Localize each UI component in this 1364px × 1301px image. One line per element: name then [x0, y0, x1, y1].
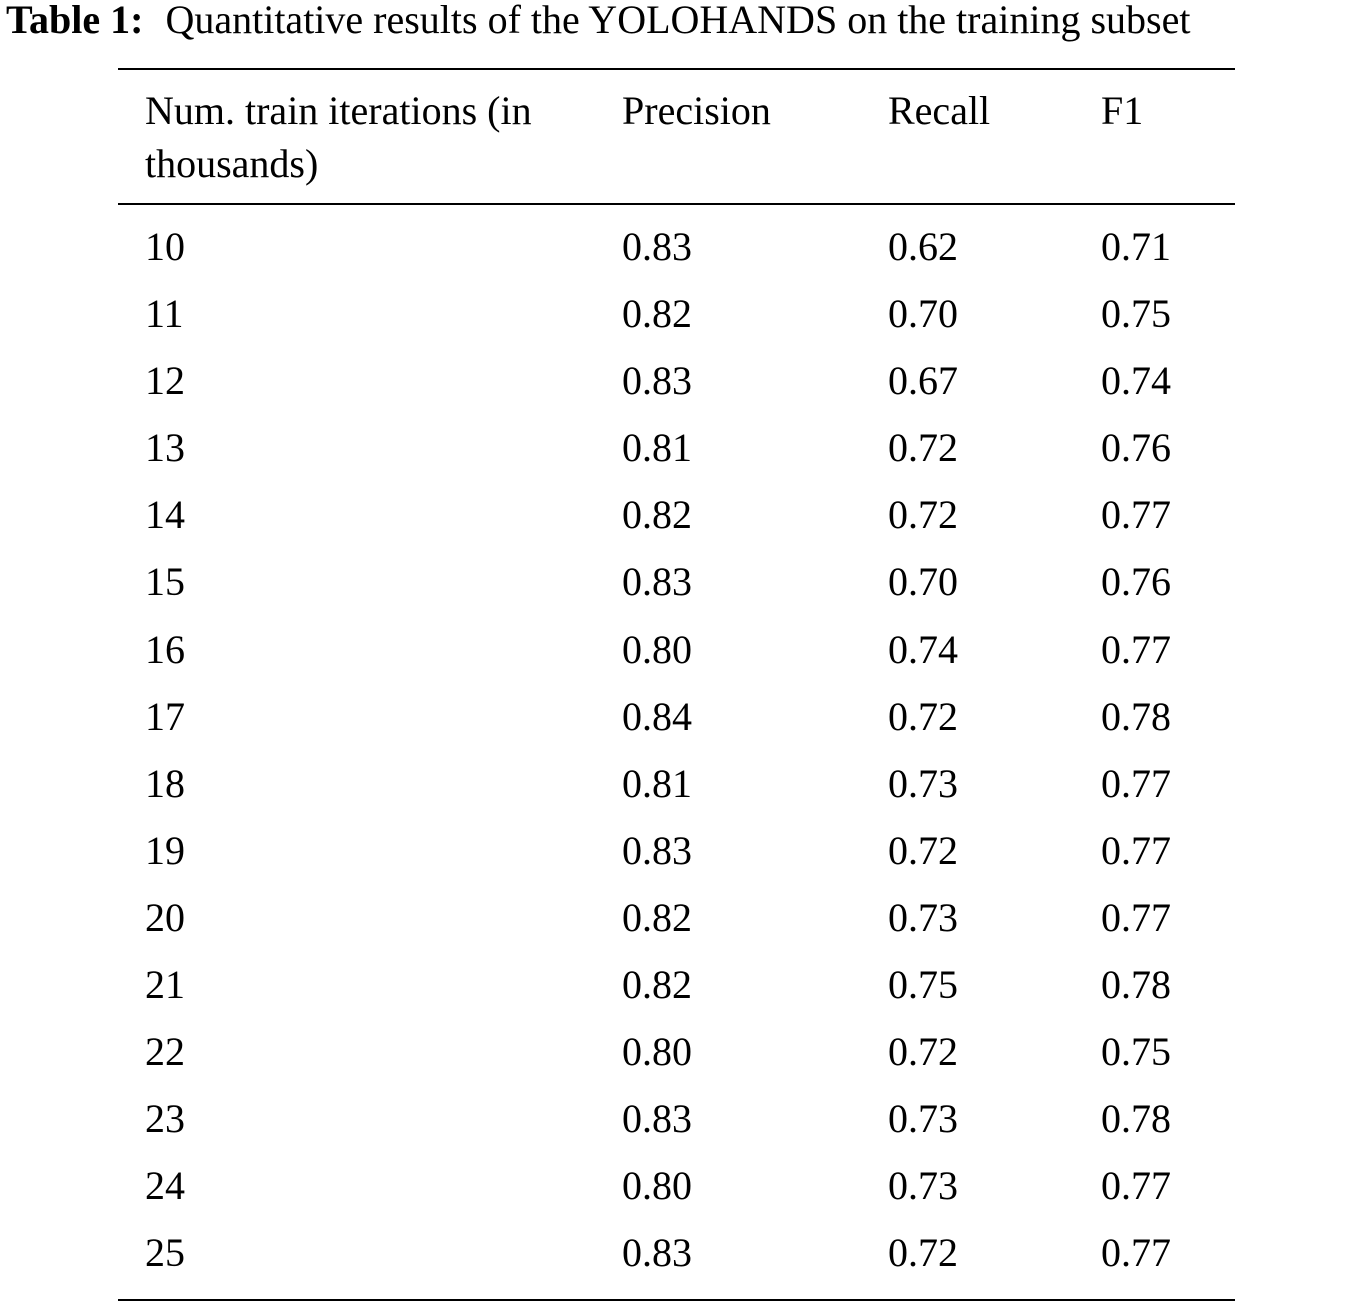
- table-row: 21 0.82 0.75 0.78: [118, 951, 1235, 1018]
- table-row: 17 0.84 0.72 0.78: [118, 683, 1235, 750]
- cell-f1: 0.77: [1101, 894, 1171, 940]
- table-body: 10 0.83 0.62 0.71 11 0.82 0.70 0.75 12 0.83 0.67 0.…: [118, 205, 1235, 1299]
- cell-iterations: 12: [145, 358, 185, 404]
- cell-precision: 0.83: [622, 224, 692, 269]
- cell-recall: 0.72: [888, 492, 958, 538]
- cell-iterations: 22: [145, 1029, 185, 1075]
- cell-precision: 0.83: [622, 1230, 692, 1276]
- cell-precision: 0.82: [622, 492, 692, 538]
- table-header-row: Num. train iterations (in thousands) Pre…: [118, 70, 1235, 203]
- cell-precision: 0.82: [622, 894, 692, 940]
- cell-f1: 0.75: [1101, 1029, 1171, 1075]
- cell-precision: 0.81: [622, 425, 692, 471]
- cell-iterations: 19: [145, 827, 185, 873]
- cell-f1: 0.78: [1101, 1096, 1171, 1142]
- cell-f1: 0.77: [1101, 626, 1171, 672]
- cell-f1: 0.77: [1101, 827, 1171, 873]
- cell-recall: 0.73: [888, 1163, 958, 1209]
- cell-recall: 0.70: [888, 291, 958, 337]
- table-row: 10 0.83 0.62 0.71: [118, 213, 1235, 280]
- table-row: 19 0.83 0.72 0.77: [118, 817, 1235, 884]
- cell-f1: 0.71: [1101, 224, 1171, 269]
- table-header-rule: [118, 203, 1235, 205]
- cell-iterations: 14: [145, 492, 185, 538]
- table-caption-label: Table 1:: [6, 0, 144, 42]
- cell-recall: 0.73: [888, 760, 958, 806]
- cell-recall: 0.72: [888, 425, 958, 471]
- cell-recall: 0.72: [888, 1230, 958, 1276]
- results-table: Num. train iterations (in thousands) Pre…: [118, 68, 1235, 1301]
- cell-f1: 0.78: [1101, 693, 1171, 739]
- cell-recall: 0.72: [888, 693, 958, 739]
- header-recall: Recall: [888, 88, 991, 133]
- cell-precision: 0.82: [622, 291, 692, 337]
- cell-f1: 0.77: [1101, 1230, 1171, 1276]
- table-row: 15 0.83 0.70 0.76: [118, 548, 1235, 615]
- cell-f1: 0.76: [1101, 559, 1171, 605]
- cell-precision: 0.83: [622, 827, 692, 873]
- cell-precision: 0.82: [622, 962, 692, 1008]
- cell-precision: 0.83: [622, 358, 692, 404]
- cell-f1: 0.77: [1101, 760, 1171, 806]
- header-f1: F1: [1101, 88, 1144, 133]
- cell-f1: 0.76: [1101, 425, 1171, 471]
- header-iterations: Num. train iterations (in thousands): [145, 88, 532, 186]
- cell-iterations: 25: [145, 1230, 185, 1276]
- table-row: 11 0.82 0.70 0.75: [118, 280, 1235, 347]
- cell-iterations: 13: [145, 425, 185, 471]
- table-row: 18 0.81 0.73 0.77: [118, 750, 1235, 817]
- table-row: 20 0.82 0.73 0.77: [118, 884, 1235, 951]
- cell-recall: 0.70: [888, 559, 958, 605]
- table-row: 24 0.80 0.73 0.77: [118, 1152, 1235, 1219]
- cell-iterations: 21: [145, 962, 185, 1008]
- cell-recall: 0.73: [888, 1096, 958, 1142]
- cell-recall: 0.72: [888, 827, 958, 873]
- cell-iterations: 20: [145, 894, 185, 940]
- cell-f1: 0.75: [1101, 291, 1171, 337]
- table-caption-text: Quantitative results of the YOLOHANDS on…: [165, 0, 1191, 42]
- cell-precision: 0.83: [622, 559, 692, 605]
- cell-f1: 0.78: [1101, 962, 1171, 1008]
- cell-precision: 0.83: [622, 1096, 692, 1142]
- cell-f1: 0.77: [1101, 1163, 1171, 1209]
- cell-f1: 0.74: [1101, 358, 1171, 404]
- cell-iterations: 16: [145, 626, 185, 672]
- cell-precision: 0.81: [622, 760, 692, 806]
- cell-iterations: 10: [145, 224, 185, 269]
- table-row: 12 0.83 0.67 0.74: [118, 347, 1235, 414]
- header-precision: Precision: [622, 88, 771, 133]
- table-row: 14 0.82 0.72 0.77: [118, 481, 1235, 548]
- table-bottom-rule: [118, 1298, 1235, 1301]
- cell-iterations: 15: [145, 559, 185, 605]
- cell-precision: 0.84: [622, 693, 692, 739]
- cell-recall: 0.62: [888, 224, 958, 269]
- table-caption: Table 1: Quantitative results of the YOLO…: [6, 0, 1364, 44]
- cell-iterations: 11: [145, 291, 184, 337]
- table-row: 16 0.80 0.74 0.77: [118, 616, 1235, 683]
- cell-precision: 0.80: [622, 1163, 692, 1209]
- table-row: 25 0.83 0.72 0.77: [118, 1219, 1235, 1286]
- cell-precision: 0.80: [622, 626, 692, 672]
- cell-f1: 0.77: [1101, 492, 1171, 538]
- cell-recall: 0.67: [888, 358, 958, 404]
- cell-recall: 0.72: [888, 1029, 958, 1075]
- table-top-rule: [118, 68, 1235, 70]
- cell-recall: 0.73: [888, 894, 958, 940]
- cell-recall: 0.75: [888, 962, 958, 1008]
- table-row: 22 0.80 0.72 0.75: [118, 1018, 1235, 1085]
- table-row: 23 0.83 0.73 0.78: [118, 1085, 1235, 1152]
- table-row: 13 0.81 0.72 0.76: [118, 414, 1235, 481]
- cell-recall: 0.74: [888, 626, 958, 672]
- cell-iterations: 17: [145, 693, 185, 739]
- cell-precision: 0.80: [622, 1029, 692, 1075]
- cell-iterations: 23: [145, 1096, 185, 1142]
- cell-iterations: 24: [145, 1163, 185, 1209]
- cell-iterations: 18: [145, 760, 185, 806]
